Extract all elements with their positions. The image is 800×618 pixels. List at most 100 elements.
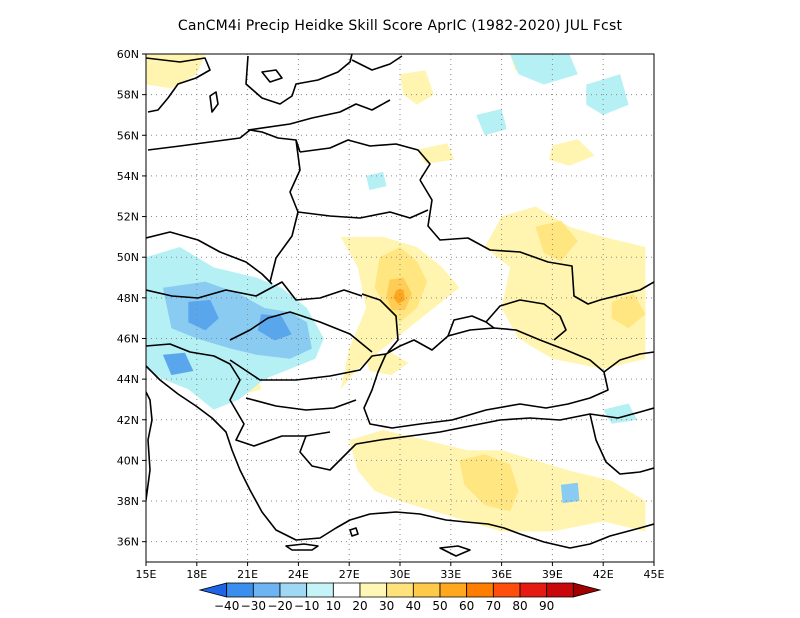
- coastline-anatolia-north: [355, 407, 654, 445]
- coastline-azov: [485, 299, 567, 341]
- border-czech-slovakia: [146, 231, 273, 285]
- lon-tick-label: 24E: [288, 568, 309, 581]
- coastline-aegean-north: [299, 435, 357, 471]
- coastline-black-sea: [363, 327, 609, 429]
- colorbar-label: 20: [352, 599, 367, 613]
- colorbar-label: 80: [512, 599, 527, 613]
- colorbar-swatch: [279, 582, 308, 598]
- border-belarus-ukraine: [297, 209, 429, 219]
- skill-region-13: [549, 139, 595, 166]
- coastline-anatolia-south: [349, 511, 654, 549]
- border-hungary: [146, 281, 363, 301]
- lon-tick-label: 30E: [390, 568, 411, 581]
- skill-region-3: [393, 289, 406, 304]
- coastlines-and-borders: [146, 54, 654, 557]
- lat-tick-label: 54N: [117, 170, 139, 183]
- colorbar-label: 40: [406, 599, 421, 613]
- border-danube: [229, 353, 387, 381]
- skill-region-11: [400, 70, 434, 105]
- lat-tick-label: 58N: [117, 89, 139, 102]
- lat-tick-label: 56N: [117, 129, 139, 142]
- lon-tick-label: 42E: [593, 568, 614, 581]
- colorbar-swatch: [252, 582, 281, 598]
- skill-field-layer: [146, 54, 646, 532]
- colorbar-label: 50: [432, 599, 447, 613]
- colorbar-label: −40: [214, 599, 239, 613]
- border-belarus-north: [299, 139, 431, 181]
- border-baltics: [247, 99, 391, 131]
- colorbar: −40 −30 −20 −10 10 20 30 40 50 60 70 80 90: [198, 582, 602, 613]
- skill-region-10: [146, 54, 206, 89]
- colorbar-swatch: [226, 582, 254, 598]
- lon-tick-label: 18E: [186, 568, 207, 581]
- colorbar-swatch: [306, 582, 334, 598]
- border-moldova: [361, 293, 399, 353]
- skill-region-26: [560, 482, 580, 504]
- lon-tick-label: 39E: [542, 568, 563, 581]
- island-gotland: [209, 91, 219, 113]
- lon-tick-label: 21E: [237, 568, 258, 581]
- skill-region-22: [586, 74, 629, 115]
- colorbar-swatch: [412, 582, 441, 598]
- colorbar-label: 90: [539, 599, 554, 613]
- colorbar-swatch: [198, 582, 228, 598]
- coastline-gulf-of-finland: [351, 55, 403, 71]
- colorbar-label: 70: [486, 599, 501, 613]
- map-title: CanCM4i Precip Heidke Skill Score AprIC …: [177, 18, 623, 34]
- skill-region-20: [162, 352, 194, 376]
- colorbar-swatch: [466, 582, 494, 598]
- colorbar-swatch: [572, 582, 602, 598]
- island-rhodes: [349, 527, 359, 537]
- island-crete: [285, 543, 319, 551]
- border-romania: [229, 311, 373, 353]
- skill-region-18: [188, 299, 219, 331]
- colorbar-label: −20: [267, 599, 292, 613]
- colorbar-swatch: [519, 582, 548, 598]
- skill-region-4: [484, 206, 646, 369]
- colorbar-label: 60: [459, 599, 474, 613]
- colorbar-label: 10: [326, 599, 341, 613]
- skill-region-23: [476, 108, 507, 136]
- coastline-italy: [146, 391, 153, 501]
- lon-tick-label: 45E: [644, 568, 665, 581]
- lat-tick-label: 40N: [117, 454, 139, 467]
- lat-tick-label: 36N: [117, 536, 139, 549]
- border-turkey-east: [589, 413, 654, 475]
- colorbar-swatch: [492, 582, 521, 598]
- skill-region-19: [257, 314, 292, 341]
- lon-tick-label: 36E: [491, 568, 512, 581]
- colorbar-label: −30: [241, 599, 266, 613]
- island-saaremaa: [261, 69, 283, 83]
- skill-region-8: [459, 454, 519, 512]
- skill-region-6: [611, 293, 646, 329]
- colorbar-swatch: [332, 582, 361, 598]
- coastline-gulf-of-riga: [245, 54, 353, 105]
- border-balkans: [146, 343, 331, 447]
- skill-region-9: [366, 352, 409, 376]
- lat-tick-label: 46N: [117, 332, 139, 345]
- lat-tick-label: 42N: [117, 414, 139, 427]
- skill-region-24: [366, 171, 387, 191]
- border-bulgaria-south: [245, 397, 357, 411]
- coastline-adriatic: [146, 365, 351, 541]
- lat-tick-label: 44N: [117, 373, 139, 386]
- colorbar-swatch: [359, 582, 388, 598]
- coastline-crimea: [447, 315, 495, 337]
- border-russia-west: [419, 179, 654, 305]
- skill-region-21: [510, 54, 578, 85]
- lon-tick-label: 33E: [440, 568, 461, 581]
- colorbar-label: −10: [294, 599, 319, 613]
- lon-tick-label: 27E: [339, 568, 360, 581]
- lat-tick-label: 52N: [117, 211, 139, 224]
- skill-region-5: [535, 220, 578, 262]
- colorbar-swatch: [386, 582, 414, 598]
- island-cyprus: [439, 545, 471, 557]
- colorbar-swatch: [546, 582, 574, 598]
- border-caucasus: [603, 351, 654, 373]
- colorbar-label: 30: [379, 599, 394, 613]
- coastline-baltic: [146, 57, 211, 113]
- skill-region-25: [603, 403, 638, 424]
- lat-tick-label: 38N: [117, 495, 139, 508]
- lat-tick-label: 60N: [117, 48, 139, 61]
